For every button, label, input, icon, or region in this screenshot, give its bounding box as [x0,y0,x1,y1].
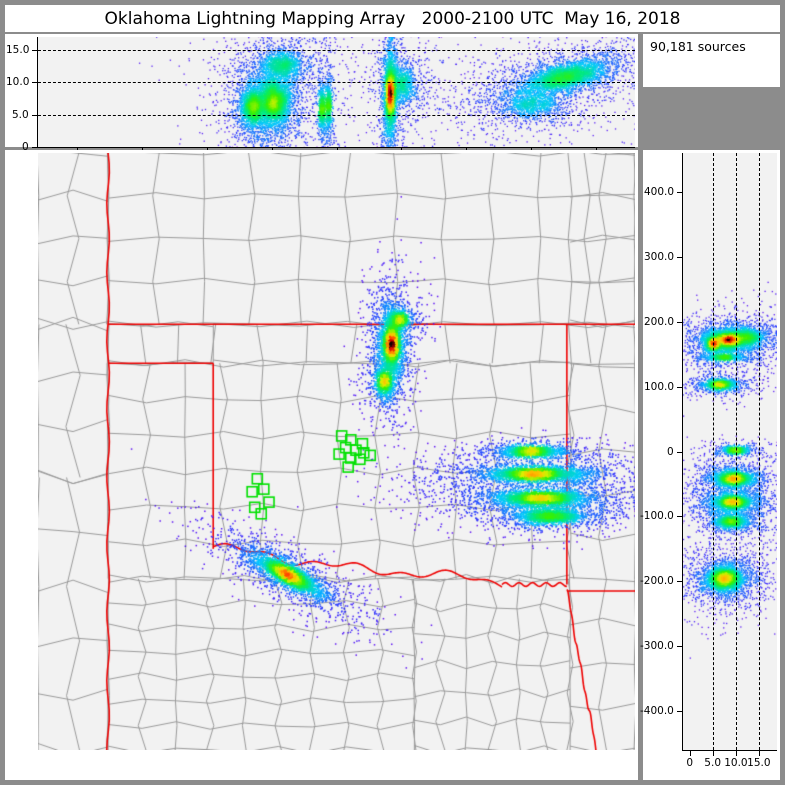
y-tick [677,386,683,388]
source-count-label: 90,181 sources [650,39,746,54]
y-tick-label: 10.0 [6,76,30,89]
gridline-horizontal [38,114,635,116]
y-tick [677,321,683,323]
y-tick-label: 300.0 [644,250,675,263]
y-tick [677,646,683,648]
altitude-vs-east-west-scatter [38,37,635,147]
y-tick [677,256,683,258]
gridline-horizontal [38,82,635,84]
gridline-vertical [712,153,714,750]
y-tick [677,516,683,518]
x-axis-line [37,147,635,148]
source-count-panel: 90,181 sources [643,34,780,87]
x-tick-label: 5.0 [704,757,721,769]
x-tick [689,751,691,756]
gridline-vertical [735,153,737,750]
y-tick-label: 0 [667,445,674,458]
x-tick-label: 0 [686,757,694,769]
y-tick [32,49,38,51]
y-tick [32,147,38,148]
x-tick [735,751,737,756]
y-tick-label: 0 [22,141,29,153]
y-tick [677,191,683,193]
north-south-vs-altitude-scatter [683,153,777,750]
page-title: Oklahoma Lightning Mapping Array 2000-21… [104,8,681,29]
y-tick [677,581,683,583]
plan-view-map-panel [5,150,638,780]
figure-title-bar: Oklahoma Lightning Mapping Array 2000-21… [5,5,780,32]
y-tick-label: 5.0 [12,108,29,121]
altitude-vs-east-west-plot [38,37,635,147]
altitude-vs-east-west-panel: -400.0-300.0-200.0-100.00100.0200.0300.0… [5,34,638,166]
x-tick-label: 15.0 [747,757,771,769]
gridline-horizontal [38,49,635,51]
y-tick [677,711,683,713]
y-tick-label: 400.0 [644,185,675,198]
y-tick-label: 200.0 [644,315,675,328]
y-tick-label: -200.0 [640,575,674,588]
y-axis-line [37,37,38,147]
x-tick [712,751,714,756]
y-tick [32,114,38,116]
y-tick [32,82,38,84]
gridline-vertical [758,153,760,750]
y-tick [677,451,683,453]
y-tick-label: 15.0 [6,43,30,56]
north-south-vs-altitude-panel: 0 5.0 10.0 15.0 -400.0 -300.0 -200.0 -100.0 0 100… [640,150,780,780]
y-tick-label: 100.0 [644,380,675,393]
lma-station-markers [38,153,635,750]
north-south-vs-altitude-plot [683,153,777,750]
y-tick-label: -400.0 [640,705,674,718]
x-tick [758,751,760,756]
plan-view-map-plot [38,153,635,750]
y-tick-label: -300.0 [640,640,674,653]
x-axis-line [682,750,777,751]
y-tick-label: -100.0 [640,510,674,523]
x-tick-label: 10.0 [724,757,748,769]
